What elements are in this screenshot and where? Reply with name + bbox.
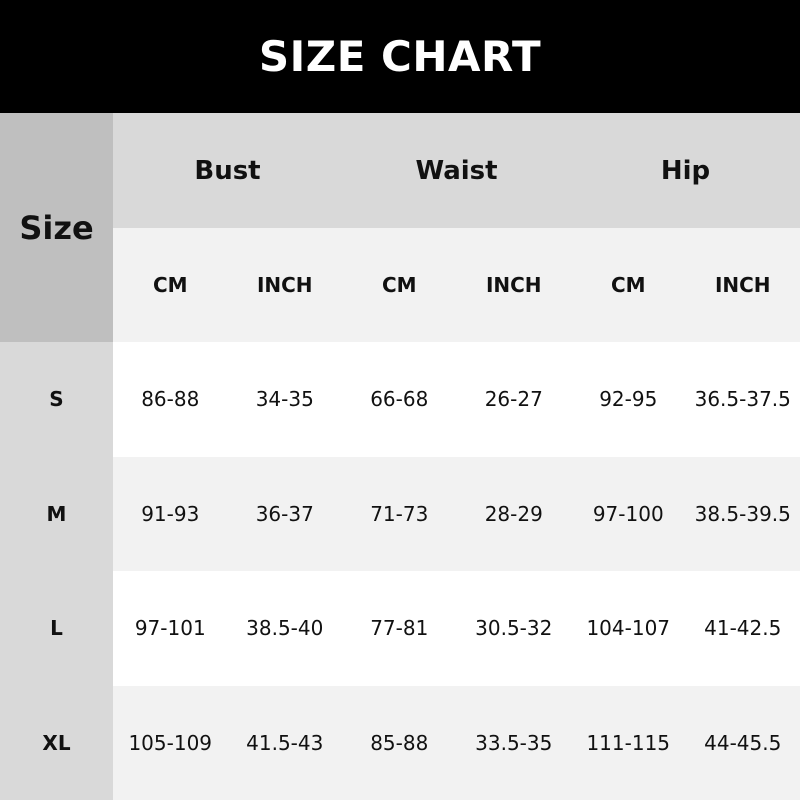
size-header: Size [0, 113, 113, 342]
table-cell: 66-68 [342, 342, 457, 457]
group-header: Hip [571, 113, 800, 228]
size-table: Size Bust Waist Hip CM INCH CM INCH CM INCH S 86-8… [0, 113, 800, 800]
table-cell: 41-42.5 [685, 571, 800, 686]
table-cell: 38.5-40 [227, 571, 342, 686]
unit-header: CM [342, 228, 457, 342]
table-cell: 71-73 [342, 456, 457, 571]
table-cell: 44-45.5 [685, 685, 800, 800]
table-cell: 41.5-43 [227, 685, 342, 800]
size-label: L [0, 571, 113, 686]
table-cell: 33.5-35 [456, 685, 571, 800]
unit-header: CM [571, 228, 686, 342]
table-cell: 36-37 [227, 456, 342, 571]
table-cell: 104-107 [571, 571, 686, 686]
table-cell: 86-88 [113, 342, 228, 457]
table-cell: 92-95 [571, 342, 686, 457]
table-cell: 105-109 [113, 685, 228, 800]
group-header: Bust [113, 113, 342, 228]
group-header: Waist [342, 113, 571, 228]
table-cell: 28-29 [456, 456, 571, 571]
table-cell: 34-35 [227, 342, 342, 457]
unit-header: CM [113, 228, 228, 342]
table-cell: 97-100 [571, 456, 686, 571]
size-label: M [0, 456, 113, 571]
table-cell: 91-93 [113, 456, 228, 571]
table-cell: 77-81 [342, 571, 457, 686]
unit-header: INCH [456, 228, 571, 342]
table-cell: 38.5-39.5 [685, 456, 800, 571]
table-cell: 30.5-32 [456, 571, 571, 686]
size-label: XL [0, 685, 113, 800]
size-label: S [0, 342, 113, 457]
page-title: SIZE CHART [0, 0, 800, 113]
table-cell: 36.5-37.5 [685, 342, 800, 457]
table-cell: 26-27 [456, 342, 571, 457]
unit-header: INCH [685, 228, 800, 342]
table-cell: 97-101 [113, 571, 228, 686]
unit-header: INCH [227, 228, 342, 342]
table-cell: 85-88 [342, 685, 457, 800]
table-cell: 111-115 [571, 685, 686, 800]
